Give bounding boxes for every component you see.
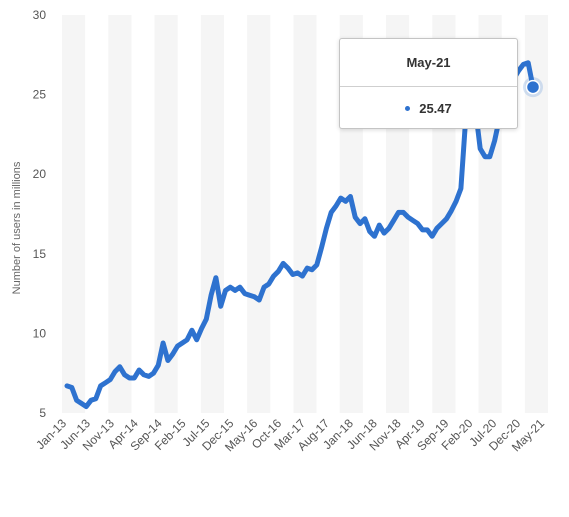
series-lines	[64, 60, 536, 410]
tooltip-title: May-21	[340, 39, 517, 87]
y-tick-label: 15	[33, 247, 47, 261]
hover-marker[interactable]	[523, 77, 543, 98]
x-axis-ticks: Jan-13Jun-13Nov-13Apr-14Sep-14Feb-15Jul-…	[33, 416, 547, 454]
y-tick-label: 20	[33, 167, 47, 181]
tooltip: May-21 25.47	[339, 38, 518, 129]
grid-band	[154, 15, 178, 413]
hover-point[interactable]	[525, 79, 541, 95]
grid-band	[524, 15, 548, 413]
grid-band	[247, 15, 271, 413]
y-axis-ticks: 5 10 15 20 25 30	[33, 8, 47, 420]
y-tick-label: 25	[33, 88, 47, 102]
y-tick-label: 30	[33, 8, 47, 22]
grid-band	[108, 15, 132, 413]
grid-band	[293, 15, 317, 413]
y-axis-label: Number of users in millions	[11, 161, 23, 294]
grid-band	[200, 15, 224, 413]
series-line	[64, 60, 536, 410]
grid-band	[62, 15, 86, 413]
tooltip-value: 25.47	[419, 101, 452, 116]
tooltip-body: 25.47	[340, 87, 517, 130]
tooltip-series-dot	[405, 106, 411, 111]
y-tick-label: 5	[39, 406, 46, 420]
y-tick-label: 10	[33, 326, 47, 340]
